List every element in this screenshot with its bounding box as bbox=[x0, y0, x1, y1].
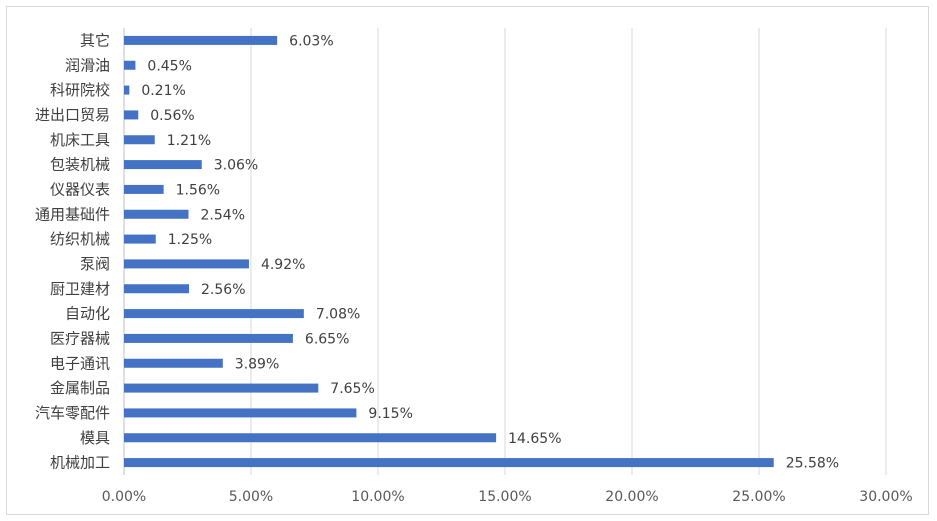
category-label: 机床工具 bbox=[50, 131, 110, 149]
category-label: 医疗器械 bbox=[50, 329, 110, 347]
category-label: 模具 bbox=[80, 429, 110, 447]
value-label: 7.08% bbox=[316, 307, 360, 323]
bar bbox=[124, 85, 130, 95]
x-tick-label: 25.00% bbox=[732, 489, 785, 505]
value-label: 0.21% bbox=[141, 83, 185, 99]
bar bbox=[124, 209, 189, 219]
bar bbox=[124, 60, 136, 70]
bar bbox=[124, 160, 202, 170]
value-labels: 25.58% 14.65% 9.15% 7.65% 3.89% 6.65% 7.08% 2.5… bbox=[141, 33, 839, 471]
bar bbox=[124, 284, 190, 294]
value-label: 2.54% bbox=[201, 207, 245, 223]
x-tick-labels: 0.00% 5.00% 10.00% 15.00% 20.00% 25.00% 30.00% bbox=[102, 489, 913, 505]
bars bbox=[124, 35, 774, 468]
category-label: 金属制品 bbox=[50, 379, 110, 397]
category-label: 纺织机械 bbox=[50, 230, 110, 248]
bar bbox=[124, 383, 319, 393]
bar bbox=[124, 35, 278, 45]
bar bbox=[124, 259, 249, 269]
x-tick-label: 20.00% bbox=[605, 489, 658, 505]
category-label: 科研院校 bbox=[50, 81, 110, 99]
value-label: 6.65% bbox=[305, 331, 349, 347]
x-tick-label: 30.00% bbox=[859, 489, 912, 505]
category-label: 润滑油 bbox=[65, 56, 110, 74]
value-label: 1.21% bbox=[167, 133, 211, 149]
value-label: 3.89% bbox=[235, 356, 279, 372]
value-label: 7.65% bbox=[330, 381, 374, 397]
value-label: 6.03% bbox=[289, 33, 333, 49]
category-label: 机械加工 bbox=[50, 454, 110, 472]
bar bbox=[124, 184, 164, 194]
category-label: 通用基础件 bbox=[35, 205, 110, 223]
bar bbox=[124, 135, 155, 145]
category-label: 仪器仪表 bbox=[50, 180, 110, 198]
x-tick-label: 15.00% bbox=[478, 489, 531, 505]
category-label: 自动化 bbox=[65, 305, 110, 323]
category-labels: 机械加工 模具 汽车零配件 金属制品 电子通讯 医疗器械 自动化 厨卫建材 泵阀 纺织机械 通用基础… bbox=[35, 31, 110, 471]
value-label: 4.92% bbox=[261, 257, 305, 273]
category-label: 电子通讯 bbox=[50, 354, 110, 372]
value-label: 14.65% bbox=[508, 431, 561, 447]
bar bbox=[124, 309, 304, 319]
value-label: 9.15% bbox=[368, 406, 412, 422]
category-label: 汽车零配件 bbox=[35, 404, 110, 422]
bar bbox=[124, 358, 223, 368]
x-tick-label: 5.00% bbox=[229, 489, 273, 505]
value-label: 2.56% bbox=[201, 282, 245, 298]
value-label: 25.58% bbox=[786, 456, 839, 472]
value-label: 0.45% bbox=[147, 58, 191, 74]
value-label: 0.56% bbox=[150, 108, 194, 124]
category-label: 泵阀 bbox=[80, 255, 110, 273]
grid-lines bbox=[123, 28, 887, 475]
bar bbox=[124, 408, 357, 418]
category-label: 厨卫建材 bbox=[50, 280, 110, 298]
x-tick-label: 0.00% bbox=[102, 489, 146, 505]
x-tick-label: 10.00% bbox=[351, 489, 404, 505]
category-label: 包装机械 bbox=[50, 156, 110, 174]
category-label: 进出口贸易 bbox=[35, 106, 110, 124]
bar bbox=[124, 458, 774, 468]
category-label: 其它 bbox=[80, 31, 110, 49]
bar bbox=[124, 234, 156, 244]
bar bbox=[124, 433, 497, 443]
value-label: 1.56% bbox=[176, 182, 220, 198]
bar bbox=[124, 110, 139, 120]
bar bbox=[124, 333, 293, 343]
value-label: 3.06% bbox=[214, 158, 258, 174]
value-label: 1.25% bbox=[168, 232, 212, 248]
